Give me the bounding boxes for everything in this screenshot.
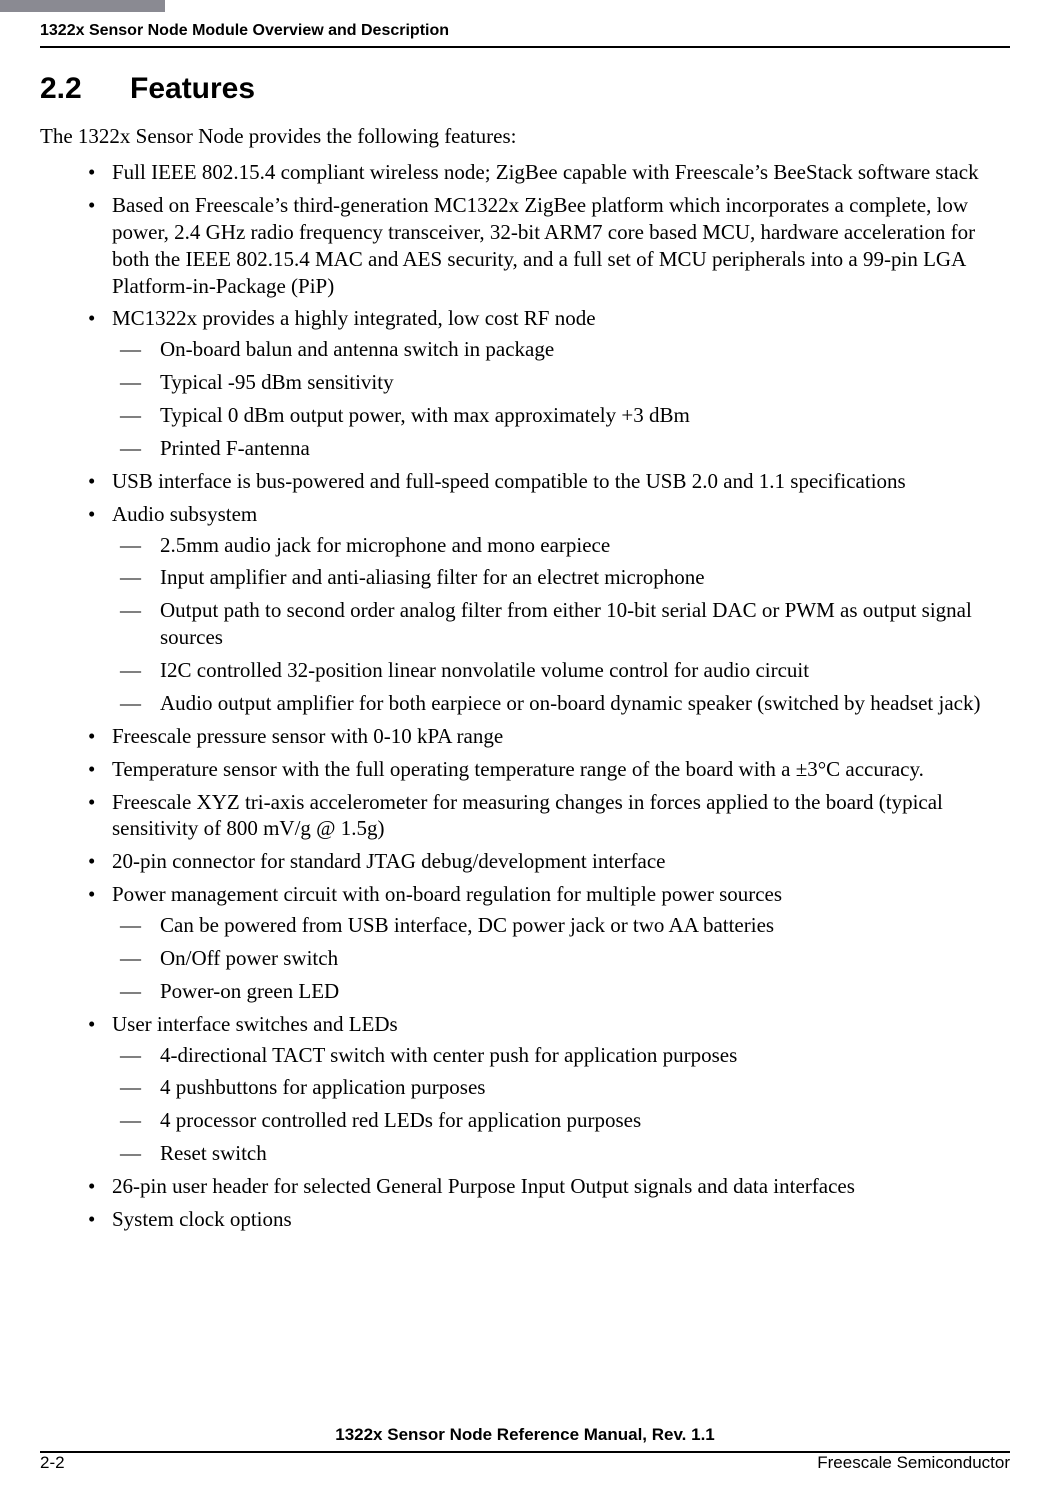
feature-text: Freescale pressure sensor with 0-10 kPA … [112, 724, 503, 748]
page-tab-bar [0, 0, 165, 12]
feature-text: System clock options [112, 1207, 292, 1231]
feature-item: Power management circuit with on-board r… [40, 881, 1010, 1005]
feature-item: System clock options [40, 1206, 1010, 1233]
feature-subitem: Typical 0 dBm output power, with max app… [112, 402, 1010, 429]
feature-text: Based on Freescale’s third-generation MC… [112, 193, 975, 298]
feature-subitem: Output path to second order analog filte… [112, 597, 1010, 651]
feature-subitem: Audio output amplifier for both earpiece… [112, 690, 1010, 717]
feature-item: 26-pin user header for selected General … [40, 1173, 1010, 1200]
feature-text: Temperature sensor with the full operati… [112, 757, 924, 781]
feature-text: Full IEEE 802.15.4 compliant wireless no… [112, 160, 979, 184]
feature-text: 20-pin connector for standard JTAG debug… [112, 849, 665, 873]
section-intro: The 1322x Sensor Node provides the follo… [40, 124, 1010, 149]
feature-subitem: Input amplifier and anti-aliasing filter… [112, 564, 1010, 591]
feature-subitem: I2C controlled 32-position linear nonvol… [112, 657, 1010, 684]
section-title: Features [130, 72, 255, 105]
header-rule [40, 46, 1010, 48]
feature-subitem: On/Off power switch [112, 945, 1010, 972]
feature-text: Audio subsystem [112, 502, 257, 526]
feature-subitem: 4 pushbuttons for application purposes [112, 1074, 1010, 1101]
feature-subitem: Typical -95 dBm sensitivity [112, 369, 1010, 396]
feature-subitem: Printed F-antenna [112, 435, 1010, 462]
feature-item: Based on Freescale’s third-generation MC… [40, 192, 1010, 300]
page-footer: 1322x Sensor Node Reference Manual, Rev.… [40, 1425, 1010, 1473]
feature-text: USB interface is bus-powered and full-sp… [112, 469, 906, 493]
features-list: Full IEEE 802.15.4 compliant wireless no… [40, 159, 1010, 1233]
feature-item: USB interface is bus-powered and full-sp… [40, 468, 1010, 495]
feature-item: 20-pin connector for standard JTAG debug… [40, 848, 1010, 875]
feature-subitem: Can be powered from USB interface, DC po… [112, 912, 1010, 939]
feature-subitem: 4-directional TACT switch with center pu… [112, 1042, 1010, 1069]
footer-doc-title: 1322x Sensor Node Reference Manual, Rev.… [40, 1425, 1010, 1445]
feature-sublist: Can be powered from USB interface, DC po… [112, 912, 1010, 1005]
feature-item: Freescale XYZ tri-axis accelerometer for… [40, 789, 1010, 843]
feature-item: Freescale pressure sensor with 0-10 kPA … [40, 723, 1010, 750]
feature-item: MC1322x provides a highly integrated, lo… [40, 305, 1010, 461]
feature-text: Freescale XYZ tri-axis accelerometer for… [112, 790, 943, 841]
footer-company: Freescale Semiconductor [817, 1453, 1010, 1473]
feature-subitem: 2.5mm audio jack for microphone and mono… [112, 532, 1010, 559]
feature-subitem: 4 processor controlled red LEDs for appl… [112, 1107, 1010, 1134]
feature-text: User interface switches and LEDs [112, 1012, 398, 1036]
feature-subitem: Reset switch [112, 1140, 1010, 1167]
feature-item: User interface switches and LEDs 4-direct… [40, 1011, 1010, 1167]
feature-text: Power management circuit with on-board r… [112, 882, 782, 906]
section-number: 2.2 [40, 72, 130, 106]
page: 1322x Sensor Node Module Overview and De… [0, 0, 1050, 1493]
footer-page-number: 2-2 [40, 1453, 65, 1473]
feature-item: Temperature sensor with the full operati… [40, 756, 1010, 783]
feature-item: Full IEEE 802.15.4 compliant wireless no… [40, 159, 1010, 186]
feature-sublist: 4-directional TACT switch with center pu… [112, 1042, 1010, 1168]
feature-text: MC1322x provides a highly integrated, lo… [112, 306, 596, 330]
feature-subitem: On-board balun and antenna switch in pac… [112, 336, 1010, 363]
feature-sublist: On-board balun and antenna switch in pac… [112, 336, 1010, 462]
feature-subitem: Power-on green LED [112, 978, 1010, 1005]
feature-sublist: 2.5mm audio jack for microphone and mono… [112, 532, 1010, 717]
section-heading: 2.2Features [40, 72, 1010, 106]
feature-text: 26-pin user header for selected General … [112, 1174, 855, 1198]
feature-item: Audio subsystem 2.5mm audio jack for micr… [40, 501, 1010, 717]
running-head: 1322x Sensor Node Module Overview and De… [40, 18, 1010, 46]
